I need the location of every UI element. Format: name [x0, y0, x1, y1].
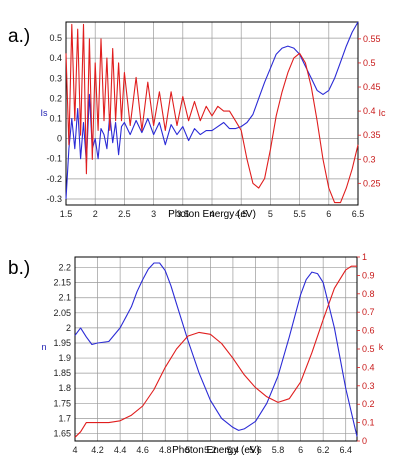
chart-b-series-blue-line [74, 262, 358, 437]
chart-a-ytick-right-label: 0.25 [363, 178, 381, 188]
panel-label-b: b.) [8, 258, 31, 279]
chart-b-ytick-left-label: 1.7 [58, 413, 71, 423]
chart-b-xtick-label: 6 [298, 445, 303, 455]
chart-b-xtick-label: 5.2 [204, 445, 217, 455]
chart-b-xtick-label: 5.8 [272, 445, 285, 455]
chart-b-ytick-left-label: 1.8 [58, 383, 71, 393]
chart-a-ytick-left-label: -0.3 [46, 194, 62, 204]
chart-a-ytick-left-label: 0.3 [49, 73, 62, 83]
chart-a-ytick-right-label: 0.45 [363, 82, 381, 92]
chart-a-xtick-label: 3 [151, 209, 156, 219]
chart-a-ytick-left-label: 0.1 [49, 114, 62, 124]
chart-b-xtick-label: 4.8 [159, 445, 172, 455]
chart-b-xtick-label: 6.4 [339, 445, 352, 455]
chart-a-ytick-right-label: 0.55 [363, 34, 381, 44]
chart-b-ytick-right-label: 0.4 [362, 362, 375, 372]
chart-b-ytick-left-label: 1.95 [53, 338, 71, 348]
chart-a-ytick-right-label: 0.4 [363, 106, 376, 116]
chart-a-y-axis-left-label: Is [40, 108, 48, 118]
chart-b-xtick-label: 5.6 [249, 445, 262, 455]
chart-a-xtick-label: 4.5 [235, 209, 248, 219]
chart-a-plot-frame [65, 21, 359, 206]
chart-a-ytick-left-label: 0.5 [49, 33, 62, 43]
chart-a-ytick-right-label: 0.35 [363, 130, 381, 140]
chart-b-ytick-right-label: 1 [362, 252, 367, 262]
chart-a-xtick-label: 2.5 [118, 209, 131, 219]
chart-b-plot-frame [74, 256, 358, 442]
chart-a-xtick-label: 3.5 [177, 209, 190, 219]
chart-a-xtick-label: 6 [326, 209, 331, 219]
chart-b-ytick-left-label: 2.2 [58, 263, 71, 273]
chart-b-ytick-left-label: 2.1 [58, 293, 71, 303]
chart-a-xtick-label: 4 [209, 209, 214, 219]
chart-b-xtick-label: 4.2 [91, 445, 104, 455]
chart-b-ytick-left-label: 1.9 [58, 353, 71, 363]
chart-b-ytick-right-label: 0.3 [362, 381, 375, 391]
chart-b-x-axis-label: Photon Energy (eV) [172, 445, 260, 456]
chart-b-ytick-right-label: 0.9 [362, 270, 375, 280]
chart-a-ytick-left-label: 0 [57, 134, 62, 144]
chart-a-ytick-left-label: 0.2 [49, 93, 62, 103]
chart-b-xtick-label: 4 [72, 445, 77, 455]
chart-a-xtick-label: 5 [268, 209, 273, 219]
chart-b-ytick-right-label: 0 [362, 436, 367, 446]
chart-b-ytick-right-label: 0.2 [362, 399, 375, 409]
chart-a-ytick-left-label: 0.4 [49, 53, 62, 63]
chart-a-series-red-line [65, 23, 359, 204]
chart-a-ytick-left-label: -0.1 [46, 154, 62, 164]
chart-b-y-axis-right-label: k [379, 342, 384, 352]
chart-b: 4 4.2 4.4 4.6 4.8 5 5.2 5.4 5.6 5.8 6 6.2 6.4 1.65 1.7… [41, 252, 383, 456]
chart-b-xtick-label: 4.6 [136, 445, 149, 455]
chart-b-ytick-right-label: 0.6 [362, 326, 375, 336]
chart-a-xtick-label: 6.5 [352, 209, 365, 219]
chart-b-ytick-left-label: 2.15 [53, 278, 71, 288]
chart-a-ytick-right-label: 0.3 [363, 154, 376, 164]
chart-b-xtick-label: 5 [185, 445, 190, 455]
chart-a-ytick-right-label: 0.5 [363, 58, 376, 68]
chart-b-xtick-label: 5.4 [227, 445, 240, 455]
chart-b-ytick-right-label: 0.8 [362, 289, 375, 299]
chart-a: 1.5 2 2.5 3 3.5 4 4.5 5 5.5 6 6.5 -0.3 -0.2 -0.1 0 0.1 0… [40, 21, 386, 220]
chart-b-xtick-label: 6.2 [317, 445, 330, 455]
chart-b-ytick-right-label: 0.1 [362, 418, 375, 428]
chart-b-xtick-label: 4.4 [114, 445, 127, 455]
chart-b-ytick-left-label: 2.05 [53, 308, 71, 318]
chart-b-ytick-left-label: 1.65 [53, 428, 71, 438]
chart-b-ytick-left-label: 2 [66, 323, 71, 333]
chart-a-ytick-left-label: -0.2 [46, 174, 62, 184]
chart-b-series-red-line [74, 265, 357, 438]
chart-b-y-axis-left-label: n [41, 342, 46, 352]
chart-b-ytick-right-label: 0.5 [362, 344, 375, 354]
chart-a-xtick-label: 1.5 [60, 209, 73, 219]
chart-b-ytick-left-label: 1.85 [53, 368, 71, 378]
chart-a-xtick-label: 5.5 [293, 209, 306, 219]
chart-a-xtick-label: 2 [93, 209, 98, 219]
chart-b-ytick-left-label: 1.75 [53, 398, 71, 408]
chart-a-y-axis-right-label: Ic [378, 108, 386, 118]
chart-b-ytick-right-label: 0.7 [362, 307, 375, 317]
panel-label-a: a.) [8, 26, 31, 47]
chart-a-x-axis-label: Photon Energy (eV) [168, 209, 256, 220]
